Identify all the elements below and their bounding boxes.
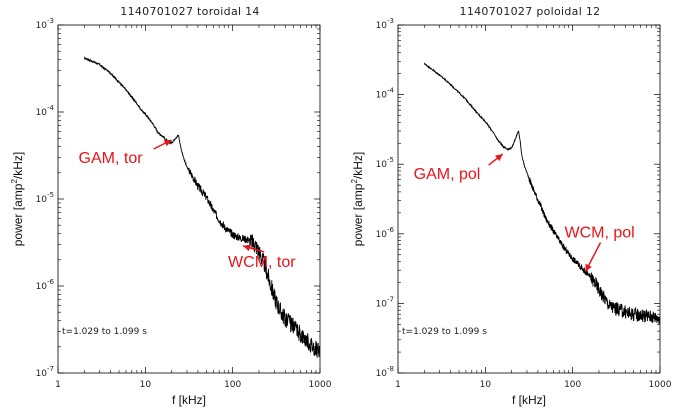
annotation-label: GAM, tor xyxy=(79,150,144,167)
chart-title: 1140701027 toroidal 14 xyxy=(120,5,259,18)
y-tick-label: 10-4 xyxy=(36,104,55,118)
x-tick-label: 1000 xyxy=(309,380,332,390)
y-axis-label: power [amp2/kHz] xyxy=(350,152,365,247)
chart-panel-2: 1140701027 poloidal 12 1 10 100 1000 10-8 10-7… xyxy=(350,5,672,407)
x-tick-label: 1000 xyxy=(649,380,672,390)
x-tick-label: 100 xyxy=(224,380,241,390)
annotation-label: WCM, pol xyxy=(564,225,634,242)
y-tick-label: 10-8 xyxy=(376,365,394,379)
x-tick-label: 1 xyxy=(395,380,401,390)
time-range-note: t=1.029 to 1.099 s xyxy=(402,327,487,337)
y-tick-label: 10-6 xyxy=(376,226,395,240)
x-axis-label: f [kHz] xyxy=(172,393,206,407)
series-line xyxy=(423,62,660,325)
plot-frame xyxy=(397,24,661,374)
y-axis-label: power [amp2/kHz] xyxy=(10,152,25,247)
chart-title: 1140701027 poloidal 12 xyxy=(460,5,601,18)
x-tick-label: 10 xyxy=(480,380,492,390)
y-tick-label: 10-3 xyxy=(36,17,54,31)
annotation-arrowhead xyxy=(243,244,251,252)
y-tick-label: 10-7 xyxy=(36,365,54,379)
annotation-arrowhead xyxy=(495,154,503,162)
time-range-note: t=1.029 to 1.099 s xyxy=(62,327,147,337)
annotation-arrowhead xyxy=(585,263,592,272)
x-axis-label: f [kHz] xyxy=(512,393,546,407)
y-tick-label: 10-6 xyxy=(36,278,55,292)
y-tick-label: 10-4 xyxy=(376,87,395,101)
y-tick-label: 10-5 xyxy=(376,156,394,170)
y-tick-label: 10-3 xyxy=(376,17,394,31)
y-tick-label: 10-7 xyxy=(376,295,394,309)
x-tick-label: 100 xyxy=(564,380,581,390)
annotation-arrowhead xyxy=(163,139,172,147)
x-tick-label: 10 xyxy=(140,380,152,390)
chart-panel-1: 1140701027 toroidal 14 1 10 100 1000 10-7 10-6… xyxy=(10,5,332,407)
annotation-label: WCM, tor xyxy=(228,254,296,271)
x-tick-label: 1 xyxy=(55,380,61,390)
series-line xyxy=(84,56,320,358)
annotation-label: GAM, pol xyxy=(414,166,481,183)
plot-frame xyxy=(57,24,321,374)
y-tick-label: 10-5 xyxy=(36,191,54,205)
